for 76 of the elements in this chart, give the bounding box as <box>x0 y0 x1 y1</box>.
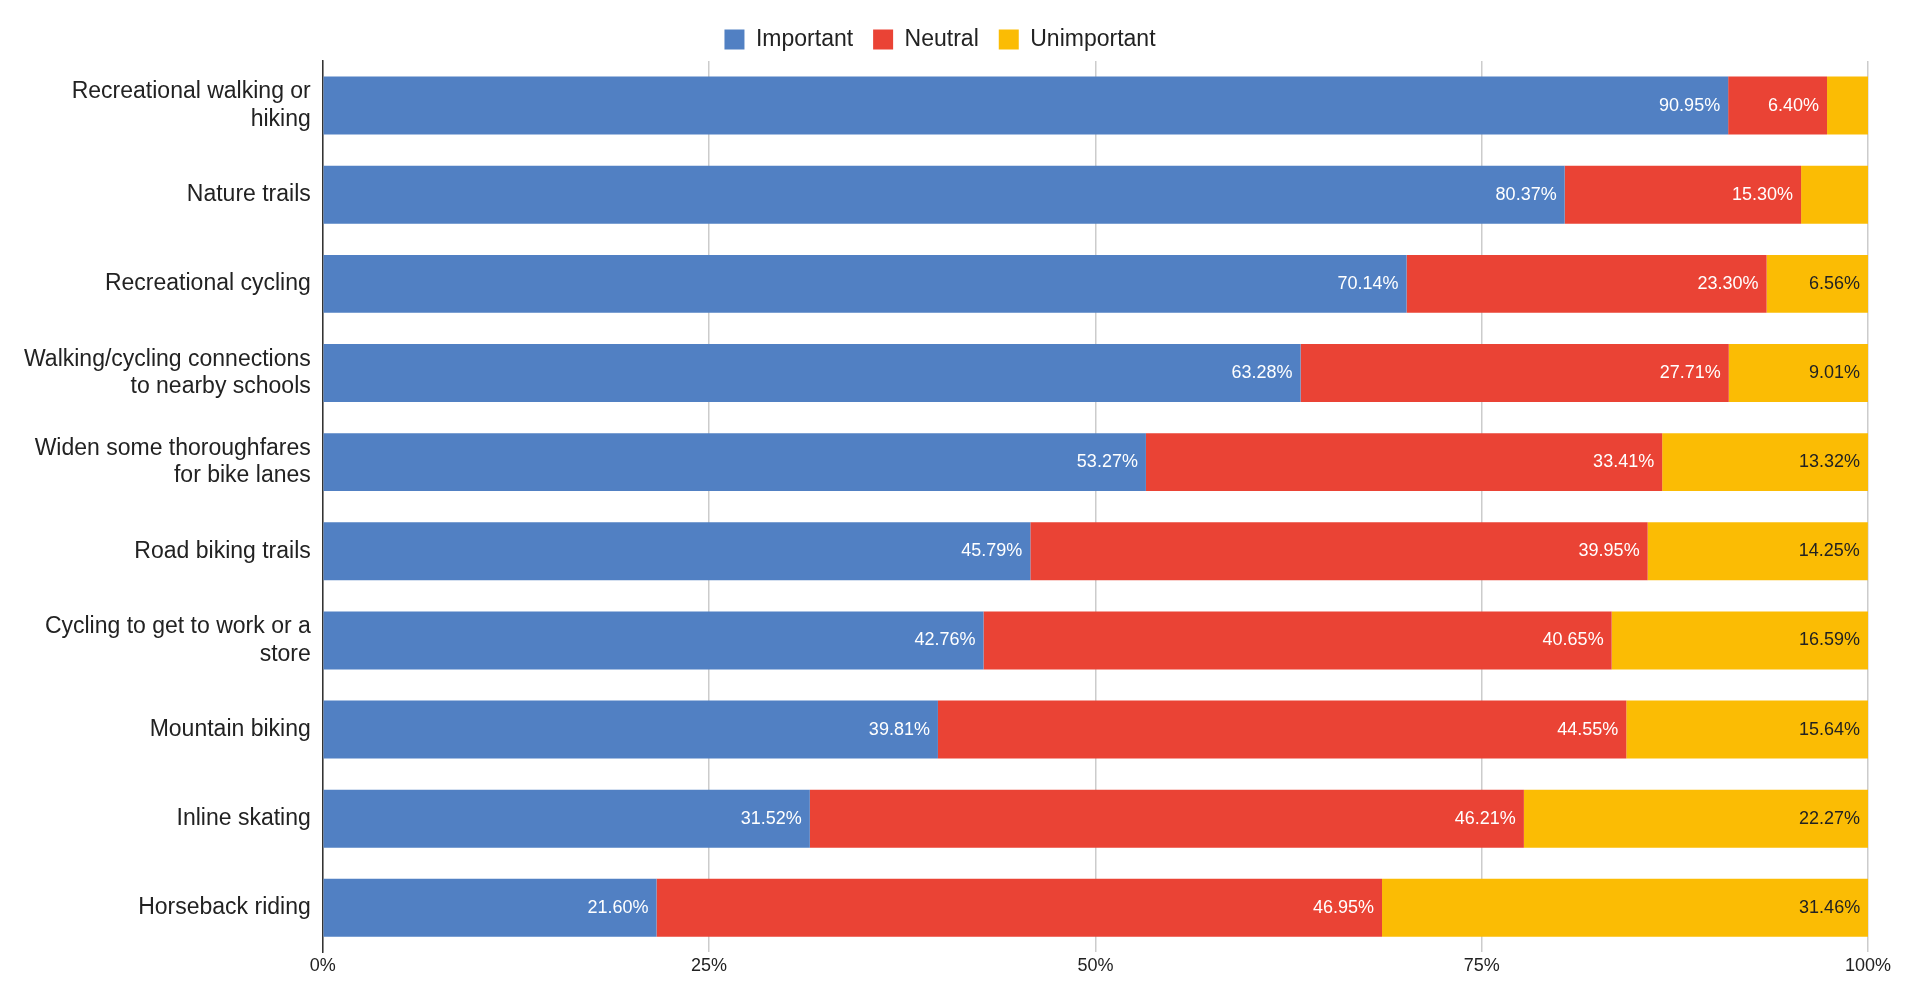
bar <box>323 789 810 848</box>
bar <box>1611 611 1868 670</box>
bar <box>323 344 1301 402</box>
y-tick-label: Nature trails <box>186 180 311 207</box>
data-label: 39.95% <box>1578 540 1640 561</box>
x-tick-label: 75% <box>1463 955 1500 976</box>
data-label: 15.64% <box>1798 718 1860 739</box>
bar <box>937 700 1627 759</box>
legend-label: Neutral <box>904 24 979 51</box>
y-tick-label: Road biking trails <box>134 536 311 563</box>
bar <box>1300 344 1729 402</box>
y-tick-label: Horseback riding <box>138 893 311 920</box>
data-label: 39.81% <box>868 718 930 739</box>
bar <box>809 789 1524 848</box>
data-label: 42.76% <box>914 629 976 650</box>
data-label: 63.28% <box>1231 361 1293 382</box>
legend-label: Unimportant <box>1030 24 1157 51</box>
data-label: 33.41% <box>1593 451 1655 472</box>
bar <box>1827 76 1868 135</box>
y-tick-label: Widen some thoroughfares for bike lanes <box>34 433 311 488</box>
bar <box>1382 878 1868 937</box>
bar <box>323 254 1407 313</box>
bar <box>1030 522 1648 581</box>
bar <box>1523 789 1868 848</box>
bar <box>323 611 984 670</box>
y-tick-label: Walking/cycling connections to nearby schools <box>24 344 311 399</box>
bar <box>323 433 1146 492</box>
bar <box>1728 76 1828 135</box>
data-label: 70.14% <box>1337 272 1399 293</box>
x-tick-label: 0% <box>309 955 336 976</box>
bar <box>1647 522 1868 581</box>
data-label: 9.01% <box>1808 361 1860 382</box>
data-label: 53.27% <box>1076 451 1138 472</box>
data-label: 80.37% <box>1495 183 1557 204</box>
data-label: 45.79% <box>961 540 1023 561</box>
y-tick-label: Recreational cycling <box>104 269 311 296</box>
bar <box>323 522 1031 581</box>
data-label: 46.21% <box>1454 807 1516 828</box>
x-tick-label: 25% <box>691 955 728 976</box>
legend-label: Important <box>755 24 854 51</box>
bar <box>1766 254 1868 313</box>
x-tick-label: 100% <box>1844 955 1892 976</box>
data-label: 13.32% <box>1798 451 1860 472</box>
data-label: 44.55% <box>1557 718 1619 739</box>
data-label: 23.30% <box>1697 272 1759 293</box>
bar <box>323 700 938 759</box>
bar <box>1662 433 1868 492</box>
bar <box>1564 165 1802 224</box>
bar <box>1406 254 1767 313</box>
y-tick-label: Mountain biking <box>149 714 311 741</box>
bar <box>1801 165 1868 224</box>
data-label: 22.27% <box>1798 807 1860 828</box>
data-label: 90.95% <box>1659 94 1721 115</box>
bar <box>1626 700 1868 759</box>
bar <box>1728 344 1868 402</box>
data-label: 21.60% <box>587 896 649 917</box>
y-tick-label: Cycling to get to work or a store <box>44 611 311 666</box>
bar <box>656 878 1383 937</box>
bar <box>983 611 1612 670</box>
data-label: 16.59% <box>1798 629 1860 650</box>
data-label: 6.40% <box>1768 94 1820 115</box>
data-label: 31.52% <box>740 807 802 828</box>
data-label: 14.25% <box>1798 540 1860 561</box>
y-tick-label: Inline skating <box>176 804 311 831</box>
data-label: 40.65% <box>1542 629 1604 650</box>
y-tick-label: Recreational walking or hiking <box>71 77 312 131</box>
bar <box>323 165 1565 224</box>
bar <box>323 76 1729 135</box>
data-label: 46.95% <box>1312 896 1375 917</box>
bar <box>1145 433 1663 492</box>
data-label: 6.56% <box>1808 272 1860 293</box>
data-label: 31.46% <box>1799 896 1861 917</box>
x-tick-label: 50% <box>1077 955 1114 976</box>
data-label: 15.30% <box>1732 183 1794 204</box>
data-label: 27.71% <box>1659 361 1721 382</box>
bar <box>323 878 657 937</box>
